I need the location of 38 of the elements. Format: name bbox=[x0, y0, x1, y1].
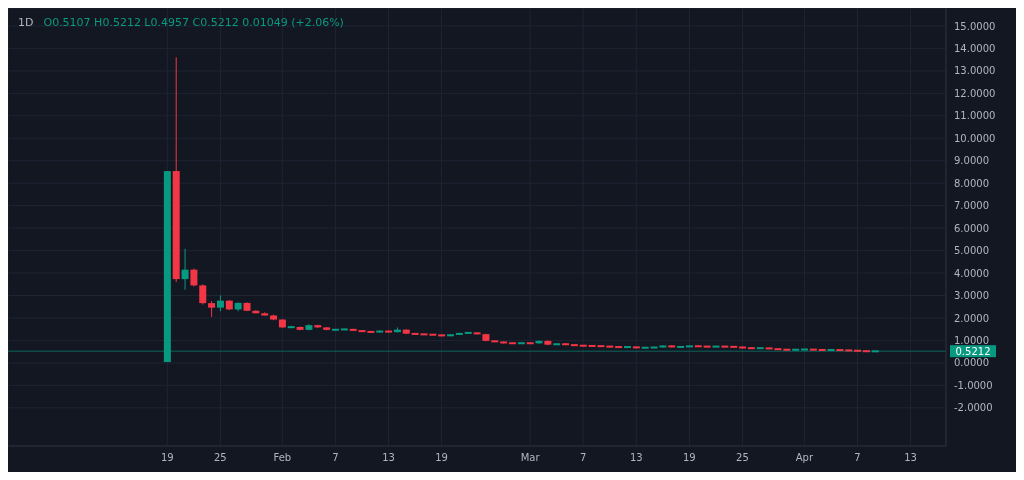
x-tick-label: 25 bbox=[214, 452, 227, 464]
candlestick bbox=[199, 283, 207, 305]
x-tick-label: 7 bbox=[332, 452, 339, 464]
y-tick-label: 14.0000 bbox=[954, 42, 996, 54]
x-tick-label: 19 bbox=[683, 452, 696, 464]
y-tick-label: 10.0000 bbox=[954, 132, 996, 144]
x-tick-label: Apr bbox=[795, 452, 814, 464]
x-tick-label: 7 bbox=[580, 452, 587, 464]
y-tick-label: -1.0000 bbox=[954, 379, 993, 391]
ref-line-label: 0.5212 bbox=[955, 345, 991, 357]
y-tick-label: 8.0000 bbox=[954, 177, 989, 189]
y-tick-label: 3.0000 bbox=[954, 290, 989, 302]
x-tick-label: 13 bbox=[382, 452, 395, 464]
y-tick-label: 2.0000 bbox=[954, 312, 989, 324]
candlestick bbox=[473, 331, 481, 336]
y-tick-label: 9.0000 bbox=[954, 155, 989, 167]
x-tick-label: 25 bbox=[736, 452, 749, 464]
x-tick-label: 19 bbox=[435, 452, 448, 464]
y-tick-label: -2.0000 bbox=[954, 402, 993, 414]
x-tick-label: 7 bbox=[854, 452, 861, 464]
y-tick-label: 7.0000 bbox=[954, 200, 989, 212]
y-tick-label: 5.0000 bbox=[954, 245, 989, 257]
x-tick-label: 13 bbox=[904, 452, 917, 464]
x-tick-label: Feb bbox=[273, 452, 292, 464]
y-tick-label: 13.0000 bbox=[954, 65, 996, 77]
x-tick-label: 19 bbox=[160, 452, 174, 464]
x-tick-label: 13 bbox=[629, 452, 643, 464]
y-tick-label: 1.0000 bbox=[954, 334, 989, 346]
text: 1D bbox=[18, 16, 34, 29]
candlestick bbox=[181, 248, 189, 291]
y-tick-label: 12.0000 bbox=[954, 87, 996, 99]
y-tick-label: 11.0000 bbox=[954, 110, 996, 122]
y-tick-label: 4.0000 bbox=[954, 267, 989, 279]
y-tick-label: 6.0000 bbox=[954, 222, 989, 234]
y-tick-label: 15.0000 bbox=[954, 20, 996, 32]
x-tick-label: Mar bbox=[520, 452, 541, 464]
y-tick-label: 0.0000 bbox=[954, 357, 989, 369]
annotation: O0.5107 H0.5212 L0.4957 C0.5212 0.01049 (+2.06%) bbox=[43, 16, 344, 29]
